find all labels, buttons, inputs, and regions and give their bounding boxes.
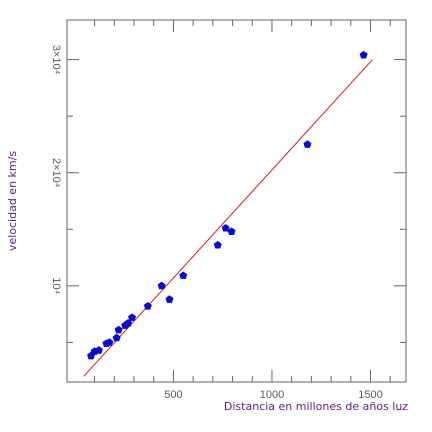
data-point [143, 302, 152, 310]
x-tick-label: 500 [164, 389, 182, 401]
y-axis-ticks: 10⁴ 2×10⁴ 3×10⁴ [50, 45, 406, 343]
data-point [179, 271, 188, 280]
data-point [114, 325, 123, 334]
y-tick-label: 3×10⁴ [50, 45, 62, 75]
data-point [94, 346, 103, 354]
x-tick-label: 1000 [260, 389, 284, 401]
data-point [112, 333, 121, 342]
x-axis-ticks: 500 1000 1500 [94, 20, 391, 401]
data-points [87, 50, 368, 360]
data-point [227, 227, 236, 235]
data-point [303, 140, 312, 148]
x-tick-label: 1500 [358, 389, 382, 401]
data-point [128, 313, 137, 321]
y-axis-title: velocidad en km/s [6, 151, 19, 251]
data-point [359, 50, 368, 59]
data-point [157, 281, 166, 290]
fit-line [83, 59, 373, 377]
data-point [165, 295, 174, 303]
data-point [221, 223, 230, 232]
data-point [213, 240, 222, 249]
plot-frame [66, 19, 407, 383]
data-point [105, 338, 114, 346]
y-tick-label: 2×10⁴ [50, 158, 62, 188]
x-axis-title: Distancia en millones de años luz [224, 400, 408, 413]
y-tick-label: 10⁴ [50, 277, 62, 294]
